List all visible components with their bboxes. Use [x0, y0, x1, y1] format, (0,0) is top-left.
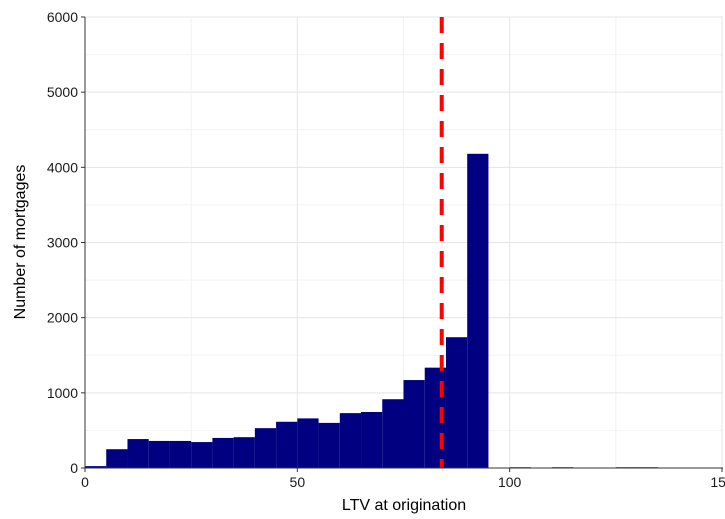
y-tick-label: 5000: [47, 84, 78, 100]
x-tick-label: 150: [710, 474, 725, 490]
tick-labels: 0 1000 2000 3000 4000 5000 6000 0 50 100 150: [47, 9, 725, 490]
x-tick-label: 0: [81, 474, 89, 490]
y-tick-label: 3000: [47, 235, 78, 251]
histogram-bar: [382, 399, 404, 468]
histogram-bar: [467, 153, 489, 468]
y-tick-label: 1000: [47, 385, 78, 401]
axes: [81, 16, 723, 472]
histogram-bar: [191, 442, 213, 468]
histogram-bar: [276, 421, 298, 468]
histogram-bar: [445, 337, 468, 468]
y-tick-label: 2000: [47, 310, 78, 326]
x-tick-label: 100: [498, 474, 522, 490]
histogram-bar: [212, 437, 234, 468]
histogram-bar: [339, 413, 362, 468]
histogram-bar: [233, 437, 255, 468]
histogram-bar: [169, 440, 192, 468]
histogram-bars: [85, 153, 659, 468]
y-tick-label: 4000: [47, 159, 78, 175]
histogram-bar: [361, 412, 383, 468]
y-axis-title: Number of mortgages: [12, 165, 29, 320]
histogram-bar: [106, 449, 128, 468]
histogram-bar: [254, 428, 277, 468]
x-tick-label: 50: [290, 474, 306, 490]
histogram-bar: [318, 422, 340, 468]
histogram-bar: [127, 439, 149, 468]
histogram-bar: [85, 466, 107, 468]
y-tick-label: 6000: [47, 9, 78, 25]
histogram-bar: [297, 418, 319, 468]
histogram-bar: [403, 380, 425, 468]
histogram-bar: [148, 440, 170, 468]
y-tick-label: 0: [70, 460, 78, 476]
x-axis-title: LTV at origination: [342, 497, 466, 514]
